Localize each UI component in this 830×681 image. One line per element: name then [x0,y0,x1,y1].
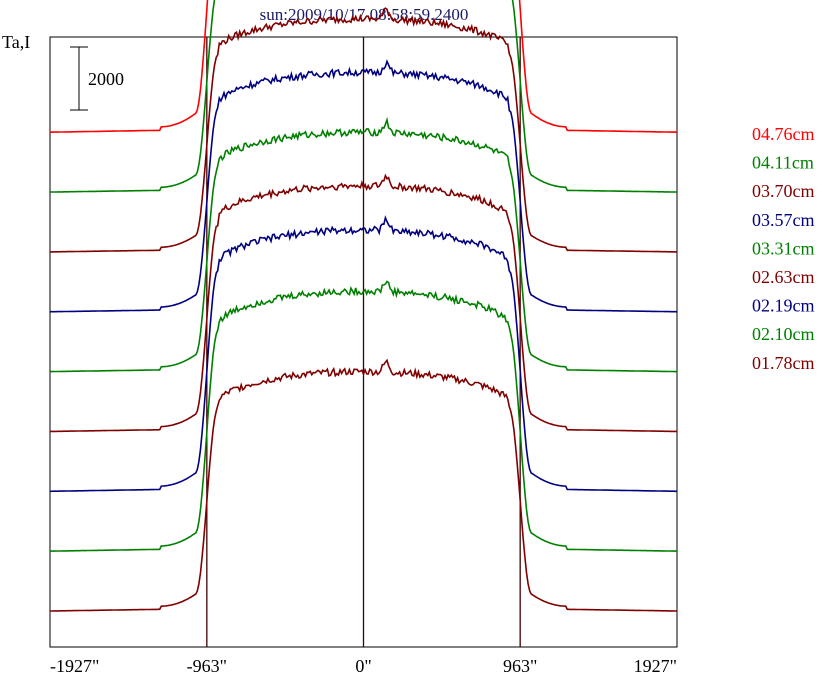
series-curves [49,0,678,612]
legend-item-7: 02.10cm [752,324,815,344]
legend-item-0: 04.76cm [752,124,815,144]
legend-item-2: 03.70cm [752,181,815,201]
series-line-0 [50,0,677,133]
series-line-3 [49,59,678,313]
x-tick-labels: -1927" -963" 0" 963" 1927" [50,656,677,676]
legend-item-8: 01.78cm [752,353,815,373]
series-line-5 [50,173,677,433]
legend-item-3: 03.57cm [752,210,815,230]
legend-item-4: 03.31cm [752,238,815,258]
series-line-8 [50,358,677,612]
legend-item-5: 02.63cm [752,267,815,287]
scale-bar: 2000 [70,46,124,111]
series-line-7 [50,280,677,552]
legend-item-6: 02.19cm [752,296,815,316]
vertical-reference-lines [206,37,521,647]
x-tick-label-3: 963" [503,656,537,676]
x-tick-label-1: -963" [187,656,227,676]
chart-title: sun:2009/10/17 08:58:59.2400 [260,5,469,24]
series-line-2 [50,7,677,253]
x-tick-label-0: -1927" [50,656,99,676]
x-tick-label-4: 1927" [634,656,677,676]
series-line-6 [50,215,677,493]
series-line-4 [50,116,677,373]
scale-bar-label: 2000 [88,69,124,89]
x-tick-label-2: 0" [355,656,371,676]
legend: 04.76cm 04.11cm 03.70cm 03.57cm 03.31cm 02.63… [752,124,815,373]
y-axis-label: Ta,I [2,32,30,52]
series-line-1 [49,0,678,193]
legend-item-1: 04.11cm [752,153,814,173]
